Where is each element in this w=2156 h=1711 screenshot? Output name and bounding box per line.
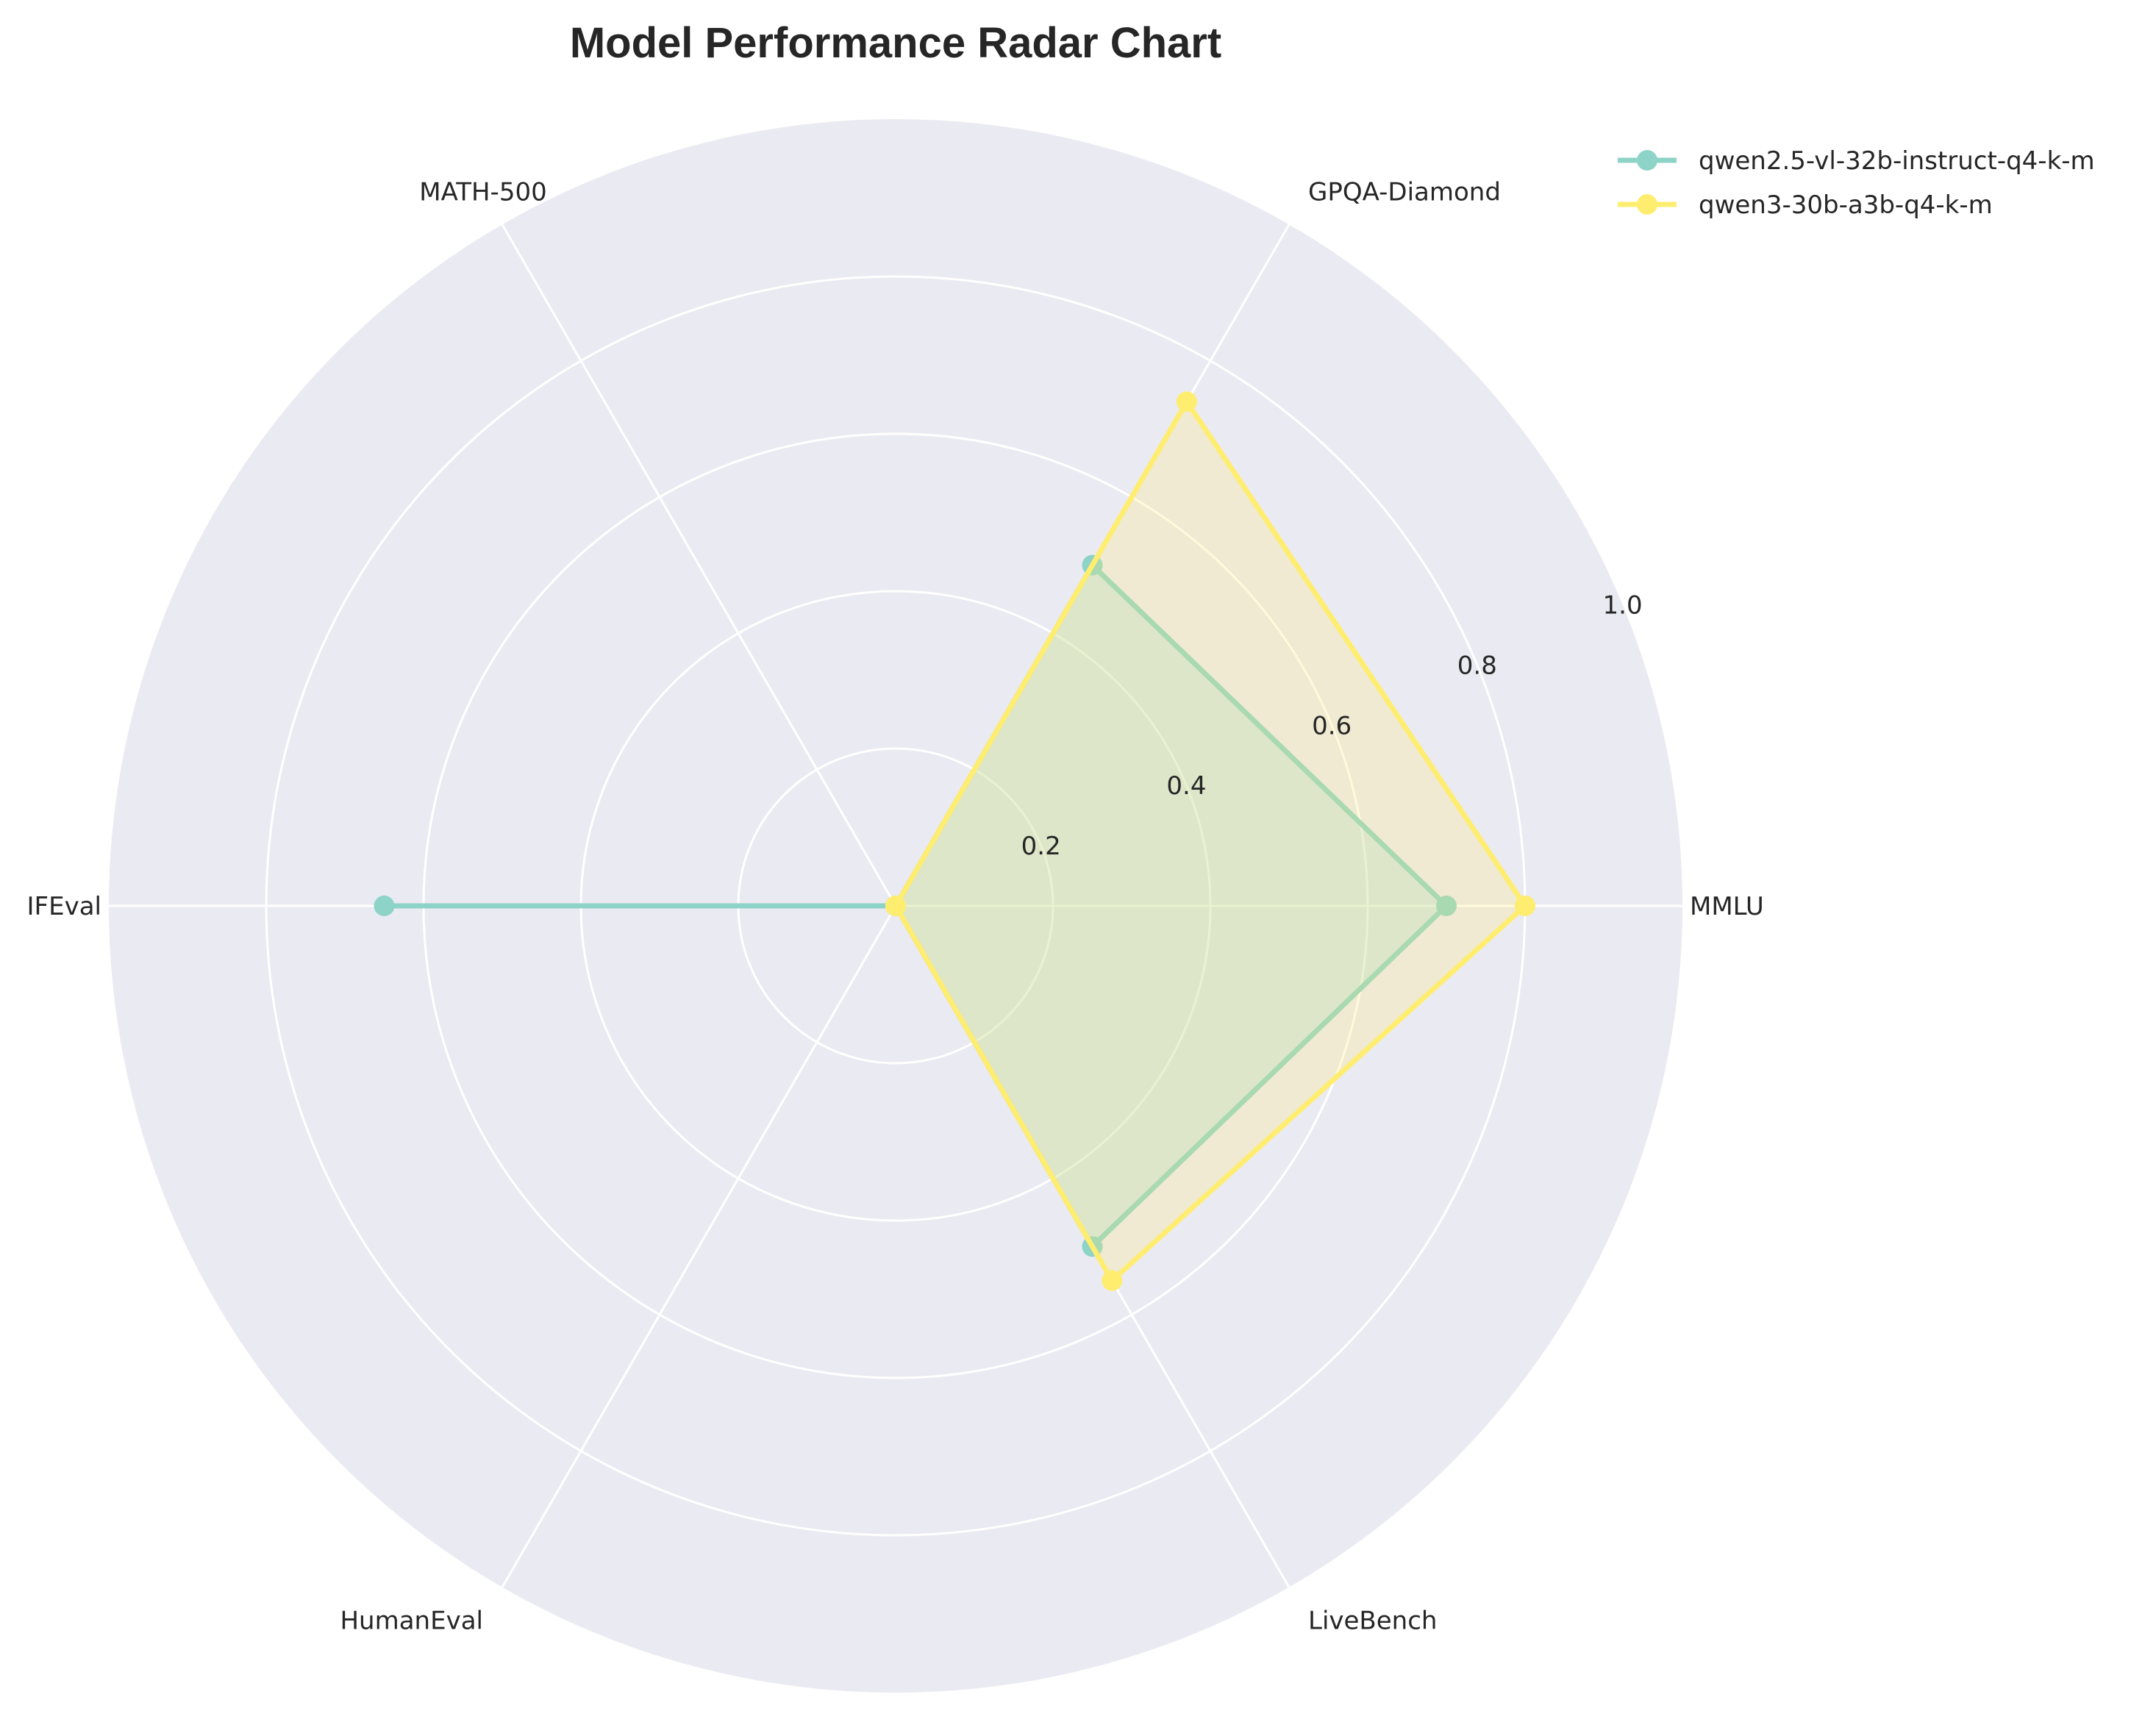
axis-label-livebench: LiveBench bbox=[1308, 1607, 1437, 1636]
radial-tick-label: 0.8 bbox=[1457, 651, 1497, 680]
grid-spoke bbox=[501, 224, 897, 907]
series-1-point bbox=[374, 896, 395, 916]
series-2-point bbox=[1515, 896, 1535, 916]
axis-label-math-500: MATH-500 bbox=[419, 177, 546, 207]
legend-label-1: qwen2.5-vl-32b-instruct-q4-k-m bbox=[1699, 146, 2095, 176]
radial-tick-label: 1.0 bbox=[1603, 591, 1643, 621]
series-2-point bbox=[885, 896, 906, 916]
grid-spoke bbox=[501, 905, 897, 1588]
series-1-point bbox=[1436, 896, 1457, 916]
legend-marker-2 bbox=[1637, 194, 1657, 215]
radial-tick-label: 0.2 bbox=[1021, 832, 1061, 861]
radial-tick-label: 0.4 bbox=[1166, 771, 1206, 801]
series-2-point bbox=[1176, 391, 1197, 412]
series-fill-1 bbox=[384, 565, 1446, 1247]
radial-tick-label: 0.6 bbox=[1312, 711, 1352, 740]
legend-label-2: qwen3-30b-a3b-q4-k-m bbox=[1699, 190, 1993, 220]
axis-label-gpqa-diamond: GPQA-Diamond bbox=[1308, 177, 1501, 207]
axis-label-mmlu: MMLU bbox=[1690, 892, 1764, 921]
radar-plot-area: MMLU GPQA-Diamond MATH-500 IFEval HumanEval L… bbox=[27, 119, 1764, 1693]
legend: qwen2.5-vl-32b-instruct-q4-k-m qwen3-30b-… bbox=[1618, 146, 2095, 220]
axis-label-ifeval: IFEval bbox=[27, 892, 101, 921]
series-fill-2 bbox=[896, 401, 1525, 1281]
legend-marker-1 bbox=[1637, 150, 1657, 171]
chart-title: Model Performance Radar Chart bbox=[570, 19, 1221, 67]
axis-label-humaneval: HumanEval bbox=[340, 1607, 483, 1636]
series-2-point bbox=[1102, 1270, 1123, 1291]
